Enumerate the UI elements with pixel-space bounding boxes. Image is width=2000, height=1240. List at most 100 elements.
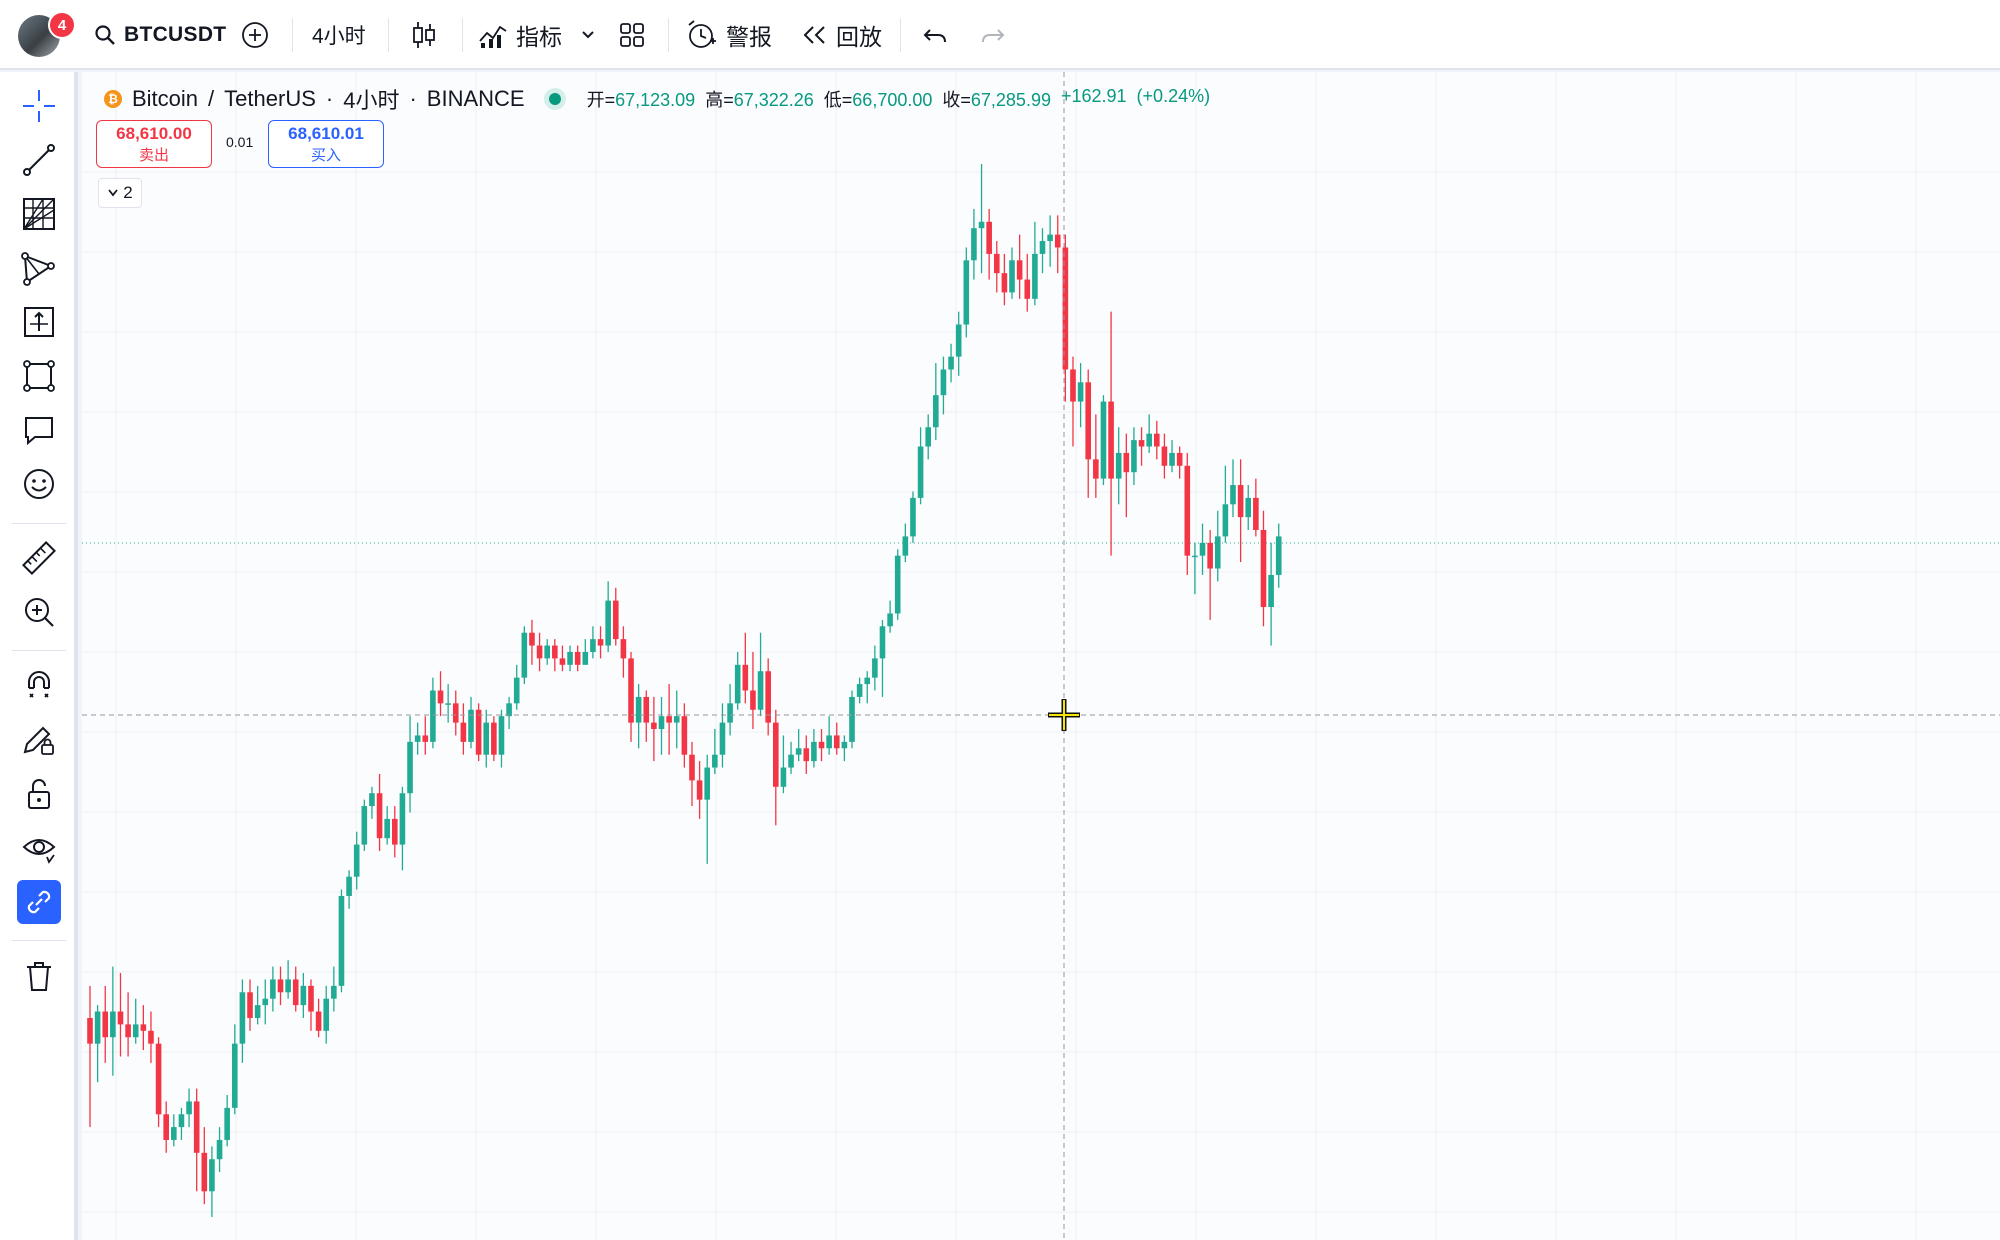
interval-button[interactable]: 4小时 [312,0,366,70]
candle-body [1070,369,1076,402]
ohlc-low: 低=66,700.00 [823,90,933,110]
remove-drawings-tool[interactable] [19,956,59,996]
legend-symbol-name[interactable]: Bitcoin [132,86,199,111]
ohlc-close: 收=67,285.99 [942,90,1051,110]
emoji-tool[interactable] [19,464,59,504]
candle-body [590,639,596,652]
indicators-button[interactable]: 指标 [478,0,562,70]
compare-symbol-button[interactable] [240,0,270,70]
ruler-icon [22,541,56,575]
ohlc-change-pct: (+0.24%) [1136,86,1211,106]
trend-line-tool[interactable] [19,140,59,180]
candle-body [110,1011,116,1038]
hide-drawings-tool[interactable] [19,828,59,868]
candle-body [407,741,413,794]
sell-button[interactable]: 68,610.00 卖出 [96,120,212,168]
candle-body [285,979,291,993]
candle-body [1154,433,1160,447]
buy-price: 68,610.01 [288,123,364,143]
candle-body [399,793,406,845]
candle-body [254,1005,261,1018]
annotation-tool[interactable] [19,410,59,450]
spread-value: 0.01 [226,134,254,150]
drawing-toolbar [0,72,78,1240]
notification-badge: 4 [48,11,76,39]
indicators-chart-icon [479,25,507,48]
candle-body [231,1043,238,1108]
candle-body [369,793,375,807]
candle-body [1093,459,1099,479]
candle-body [513,677,520,704]
indicators-collapse-button[interactable]: 2 [98,178,142,208]
candle-body [1001,273,1008,293]
candle-body [605,600,611,646]
candle-body [1230,485,1236,505]
undo-icon [923,29,946,43]
candle-body [971,228,977,261]
redo-button[interactable] [980,0,1006,70]
sync-drawings-tool[interactable] [17,880,61,924]
crosshair-tool[interactable] [19,86,59,126]
market-status-dot[interactable] [548,93,561,105]
candle-body [178,1114,185,1128]
layout-button[interactable] [618,0,646,70]
candle-body [262,998,269,1006]
candle-body [894,555,901,614]
candle-body [986,221,992,254]
candle-body [1207,542,1213,569]
candle-body [811,741,817,762]
candle-body [910,497,916,537]
ohlc-change: +162.91 [1060,86,1127,106]
lock-all-tool[interactable] [19,774,59,814]
candle-body [612,600,619,640]
grid-layout-icon [620,23,644,47]
candle-body [704,767,711,800]
toolbar-divider [12,523,66,524]
symbol-search-button[interactable]: BTCUSDT [94,0,226,70]
buy-button[interactable]: 68,610.01 买入 [268,120,384,168]
indicators-dropdown[interactable] [580,0,596,70]
candle-body [300,985,307,1006]
candle-body [795,748,802,755]
zoom-in-tool[interactable] [19,592,59,632]
shapes-tool[interactable] [19,356,59,396]
candle-body [529,632,535,646]
comment-icon [25,417,53,446]
candlestick-chart[interactable] [82,72,2000,1240]
search-icon [95,25,115,45]
candle-body [201,1152,208,1192]
gann-fib-tool[interactable] [19,194,59,234]
candle-body [727,703,733,723]
chart-pane[interactable]: ₿ Bitcoin / TetherUS · 4小时 · BINANCE 开=6… [82,72,2000,1240]
candle-body [712,754,718,768]
chart-type-button[interactable] [410,0,438,70]
candle-body [902,536,909,556]
undo-button[interactable] [922,0,948,70]
candle-body [1024,279,1031,299]
alerts-button[interactable]: 警报 [686,0,772,70]
alarm-clock-icon [688,20,716,48]
candle-body [818,741,825,749]
candle-body [430,690,436,742]
ruler-tool[interactable] [19,538,59,578]
magnet-tool[interactable] [19,666,59,706]
candle-body [102,1011,109,1038]
lock-drawing-edit-tool[interactable] [19,720,59,760]
candle-body [666,716,672,723]
candle-body [452,703,459,723]
candle-body [955,324,962,357]
candle-body [628,658,634,723]
candle-body [879,626,886,659]
candle-body [833,735,840,749]
candle-body [651,722,657,730]
candle-body [1032,253,1038,299]
candle-body [277,979,284,993]
replay-button[interactable]: 回放 [800,0,882,70]
legend-slash: / [208,86,215,111]
forecast-tool[interactable] [19,302,59,342]
legend-quote-name[interactable]: TetherUS [224,86,316,111]
candle-body [780,767,787,787]
pattern-tool[interactable] [19,248,59,288]
chevron-down-icon [582,31,594,39]
candle-body [635,696,642,723]
